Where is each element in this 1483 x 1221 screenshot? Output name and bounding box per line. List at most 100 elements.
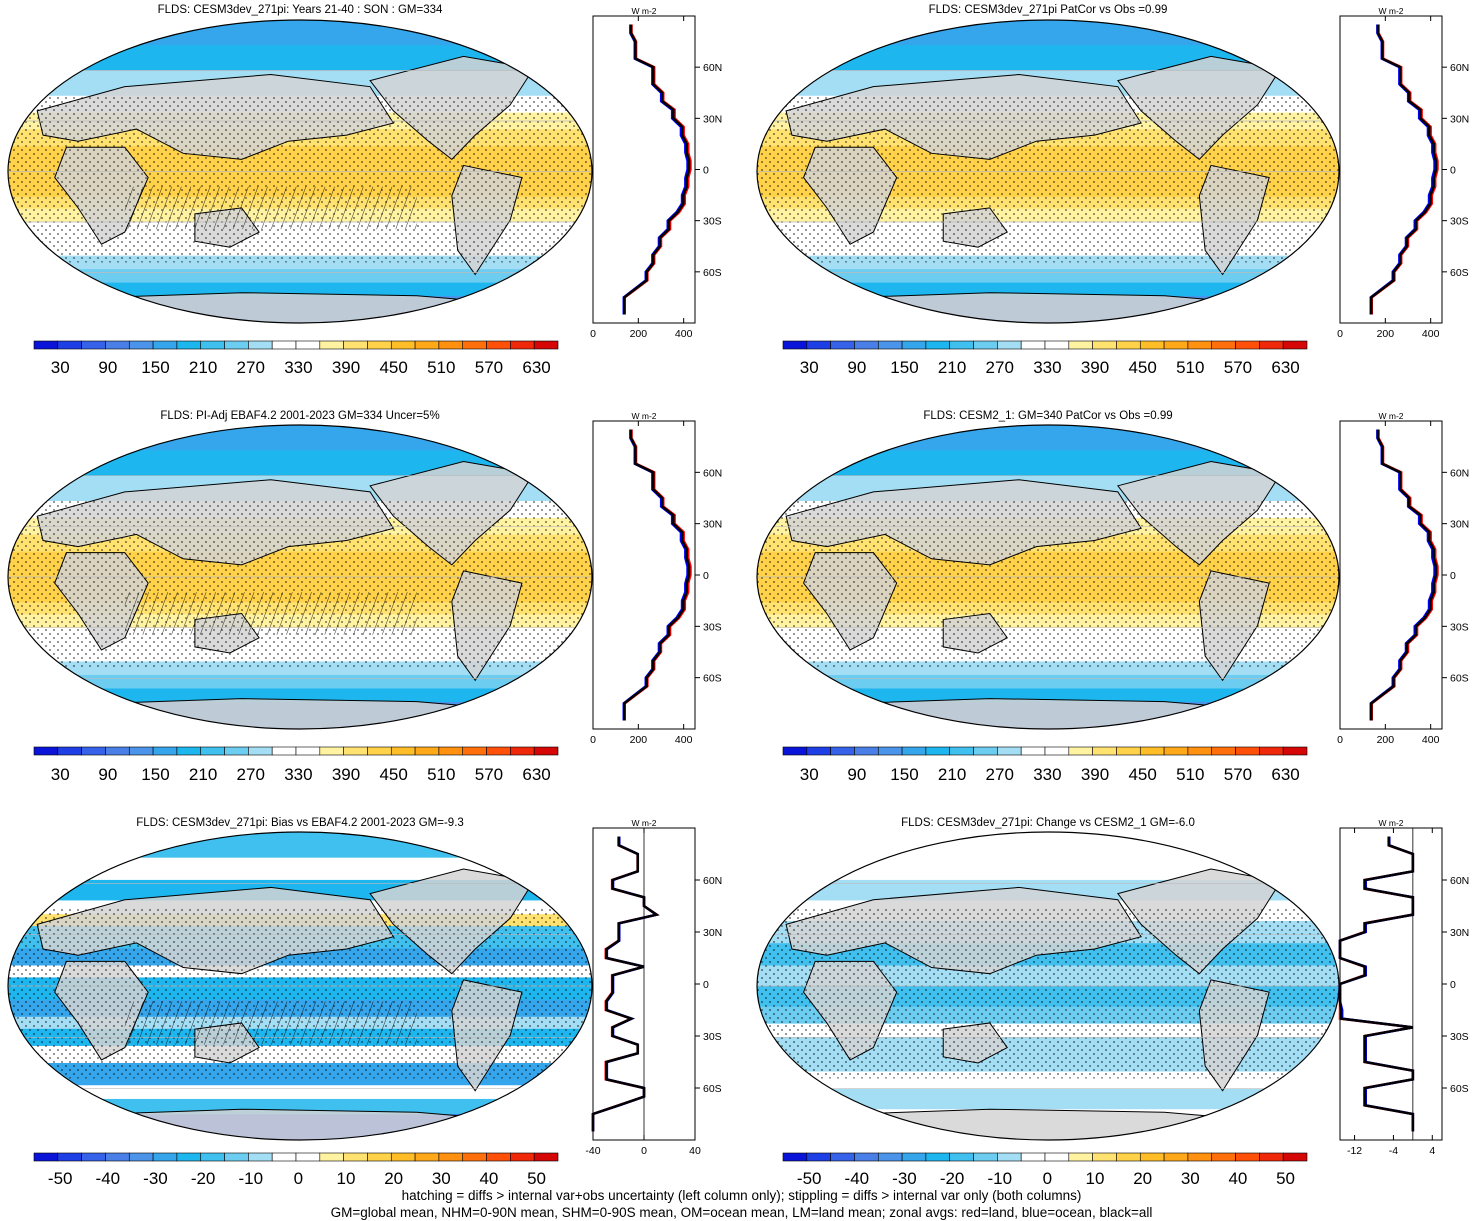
zonal-xtick-label: 0: [590, 734, 596, 746]
colorbar-tick-label: 630: [522, 765, 550, 784]
stippling: [8, 95, 592, 263]
zonal-xtick-label: 400: [1422, 328, 1440, 340]
zonal-xtick-label: -40: [585, 1145, 600, 1157]
zonal-ytick-label: 60S: [703, 1083, 722, 1095]
zonal-ytick-label: 30S: [703, 216, 722, 228]
colorbar-cell: [901, 1152, 927, 1162]
colorbar-cell: [81, 340, 106, 350]
map-band: [8, 1085, 592, 1100]
colorbar-cell: [830, 1152, 855, 1162]
colorbar-cell: [152, 1152, 178, 1162]
colorbar-tick-label: 570: [1224, 765, 1252, 784]
colorbar-cell: [343, 340, 368, 350]
colorbar-cell: [57, 1152, 82, 1162]
zonal-units: W m-2: [631, 818, 656, 828]
colorbar-cell: [854, 746, 879, 756]
panel-title: FLDS: PI-Adj EBAF4.2 2001-2023 GM=334 Un…: [160, 410, 439, 422]
hatching: [124, 592, 417, 635]
colorbar-tick-label: 50: [527, 1169, 546, 1188]
colorbar-cell: [1068, 746, 1093, 756]
zonal-line-land: [1370, 24, 1439, 315]
colorbar-cell: [295, 340, 321, 350]
map-field: [8, 425, 592, 729]
colorbar-tick-label: 330: [284, 765, 312, 784]
colorbar-cell: [105, 746, 130, 756]
colorbar-cell: [105, 340, 130, 350]
zonal-ytick-label: 30N: [703, 927, 722, 939]
colorbar-tick-label: 90: [98, 765, 117, 784]
colorbar-tick-label: 90: [98, 358, 117, 377]
map-band: [8, 425, 592, 451]
zonal-xtick-label: 200: [1377, 734, 1395, 746]
colorbar-cell: [901, 340, 927, 350]
zonal-xtick-label: 0: [590, 328, 596, 340]
colorbar-tick-label: 570: [1224, 358, 1252, 377]
zonal-ytick-label: 60N: [1450, 467, 1469, 479]
zonal-line-ocean: [591, 836, 660, 1132]
colorbar-cell: [462, 340, 487, 350]
colorbar-cell: [782, 340, 808, 350]
colorbar-cell: [1211, 340, 1236, 350]
colorbar-cell: [486, 746, 511, 756]
colorbar-cell: [533, 340, 559, 350]
colorbar-cell: [877, 340, 903, 350]
colorbar-cell: [200, 340, 225, 350]
colorbar-cell: [1187, 746, 1213, 756]
colorbar-cell: [390, 1152, 416, 1162]
colorbar-tick-label: 150: [890, 765, 918, 784]
map-band: [8, 1098, 592, 1115]
panel-4: FLDS: CESM2_1: GM=340 PatCor vs Obs =0.9…: [756, 410, 1469, 784]
colorbar-tick-label: 50: [1276, 1169, 1295, 1188]
colorbar-tick-label: 30: [1181, 1169, 1200, 1188]
colorbar-cell: [1044, 746, 1070, 756]
map-outline: [756, 424, 1340, 730]
colorbar-cell: [1163, 1152, 1189, 1162]
colorbar-cell: [248, 746, 273, 756]
zonal-ytick-label: 30N: [1450, 113, 1469, 125]
colorbar-tick-label: -10: [987, 1169, 1012, 1188]
footer-line-1: hatching = diffs > internal var+obs unce…: [401, 1188, 1082, 1203]
colorbar-cell: [830, 340, 855, 350]
colorbar-tick-label: 150: [890, 358, 918, 377]
zonal-line-all: [623, 429, 691, 721]
zonal-ytick-label: 30N: [703, 519, 722, 531]
zonal-ytick-label: 60N: [703, 875, 722, 887]
colorbar-cell: [200, 1152, 225, 1162]
map-field: [757, 20, 1339, 323]
colorbar-tick-label: 30: [800, 765, 819, 784]
colorbar-cell: [782, 1152, 808, 1162]
colorbar-cell: [925, 746, 951, 756]
colorbar-cell: [295, 1152, 321, 1162]
colorbar-cell: [1282, 340, 1308, 350]
zonal-xtick-label: 400: [1422, 734, 1440, 746]
colorbar-cell: [200, 746, 225, 756]
zonal-ytick-label: 60N: [703, 467, 722, 479]
colorbar-cell: [901, 746, 927, 756]
colorbar-tick-label: 390: [1081, 358, 1109, 377]
colorbar-cell: [997, 746, 1022, 756]
panel-3: FLDS: PI-Adj EBAF4.2 2001-2023 GM=334 Un…: [7, 410, 722, 784]
colorbar-cell: [1020, 1152, 1046, 1162]
colorbar-tick-label: 150: [141, 765, 169, 784]
zonal-ytick-label: 0: [703, 570, 709, 582]
colorbar-cell: [105, 1152, 130, 1162]
colorbar-cell: [438, 1152, 464, 1162]
zonal-ytick-label: 60N: [1450, 875, 1469, 887]
colorbar-cell: [973, 746, 998, 756]
colorbar-tick-label: 630: [1271, 765, 1299, 784]
colorbar-cell: [319, 746, 344, 756]
colorbar-cell: [486, 1152, 511, 1162]
colorbar-cell: [510, 1152, 535, 1162]
stippling: [757, 95, 1339, 263]
colorbar-cell: [782, 746, 808, 756]
colorbar-cell: [367, 340, 392, 350]
colorbar-tick-label: -40: [96, 1169, 121, 1188]
zonal-ytick-label: 30N: [1450, 927, 1469, 939]
zonal-line-ocean: [622, 429, 689, 721]
colorbar-cell: [152, 340, 178, 350]
colorbar-cell: [510, 340, 535, 350]
map-outline: [756, 19, 1340, 324]
panel-5: FLDS: CESM3dev_271pi: Bias vs EBAF4.2 20…: [7, 817, 722, 1188]
colorbar-cell: [806, 1152, 831, 1162]
colorbar-tick-label: 20: [1133, 1169, 1152, 1188]
